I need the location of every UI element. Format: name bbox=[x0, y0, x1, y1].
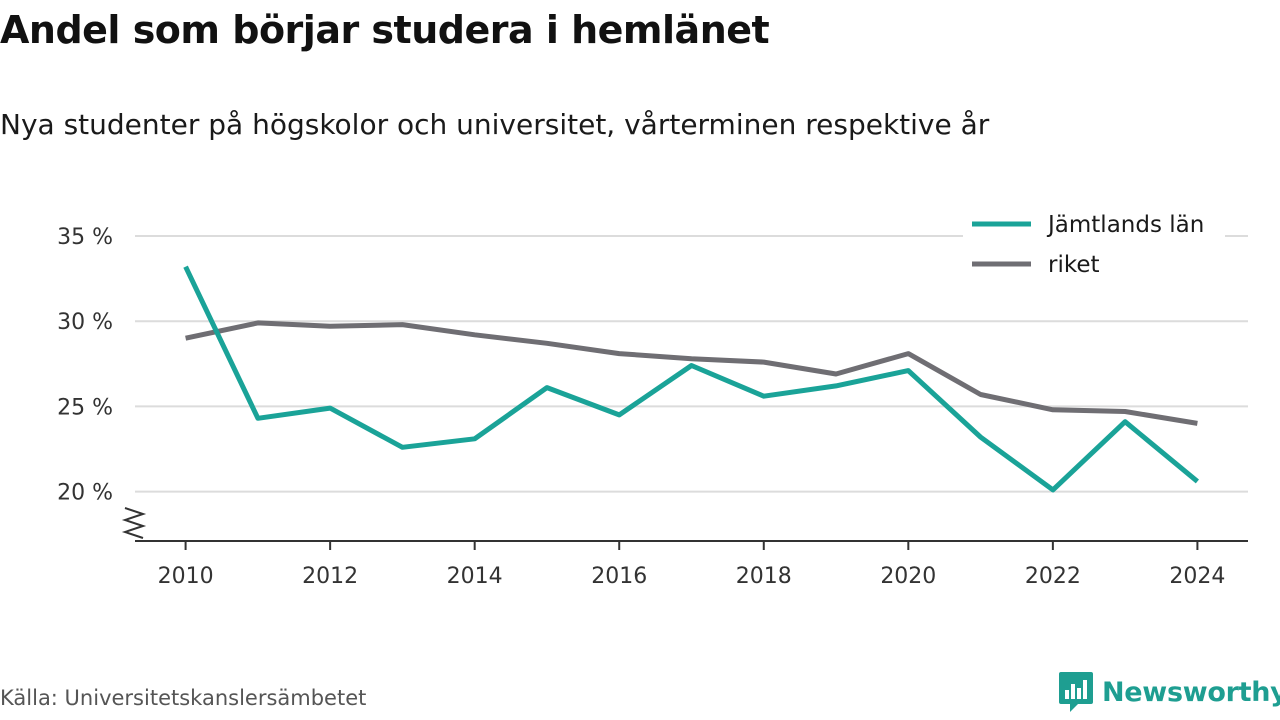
legend-label: Jämtlands län bbox=[1046, 212, 1204, 238]
source-note: Källa: Universitetskanslersämbetet bbox=[0, 686, 367, 710]
brand-logo: Newsworthy bbox=[1058, 670, 1280, 714]
axes: 20 % 25 % 30 % 35 % 2010 2012 2014 2016 2018 2020… bbox=[57, 225, 1248, 589]
y-tick-label: 35 % bbox=[57, 225, 113, 250]
chart-subtitle: Nya studenter på högskolor och universit… bbox=[0, 108, 990, 141]
y-tick-label: 30 % bbox=[57, 310, 113, 335]
y-tick-label: 20 % bbox=[57, 481, 113, 506]
x-tick-label: 2020 bbox=[880, 564, 936, 589]
x-tick-label: 2022 bbox=[1025, 564, 1081, 589]
x-tick-label: 2018 bbox=[736, 564, 792, 589]
brand-name: Newsworthy bbox=[1102, 676, 1280, 708]
series-line-0 bbox=[183, 265, 1199, 493]
chart-title: Andel som börjar studera i hemlänet bbox=[0, 8, 770, 52]
x-tick-label: 2010 bbox=[158, 564, 214, 589]
legend: Jämtlands län riket bbox=[963, 205, 1225, 289]
line-chart: 20 % 25 % 30 % 35 % 2010 2012 2014 2016 2018 2020… bbox=[57, 205, 1248, 589]
legend-background bbox=[963, 205, 1225, 289]
axis-break-icon bbox=[121, 507, 147, 539]
y-tick-label: 25 % bbox=[57, 395, 113, 420]
series-line-1 bbox=[185, 320, 1198, 426]
legend-label: riket bbox=[1048, 252, 1100, 278]
x-tick-label: 2012 bbox=[302, 564, 358, 589]
newsworthy-logo-icon bbox=[1059, 672, 1093, 712]
x-tick-label: 2014 bbox=[447, 564, 503, 589]
series-lines bbox=[183, 265, 1199, 493]
x-tick-label: 2024 bbox=[1169, 564, 1225, 589]
x-tick-label: 2016 bbox=[591, 564, 647, 589]
